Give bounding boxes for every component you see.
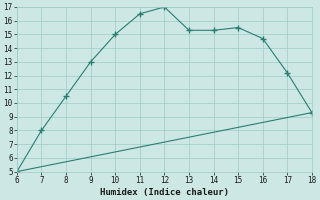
X-axis label: Humidex (Indice chaleur): Humidex (Indice chaleur) (100, 188, 229, 197)
